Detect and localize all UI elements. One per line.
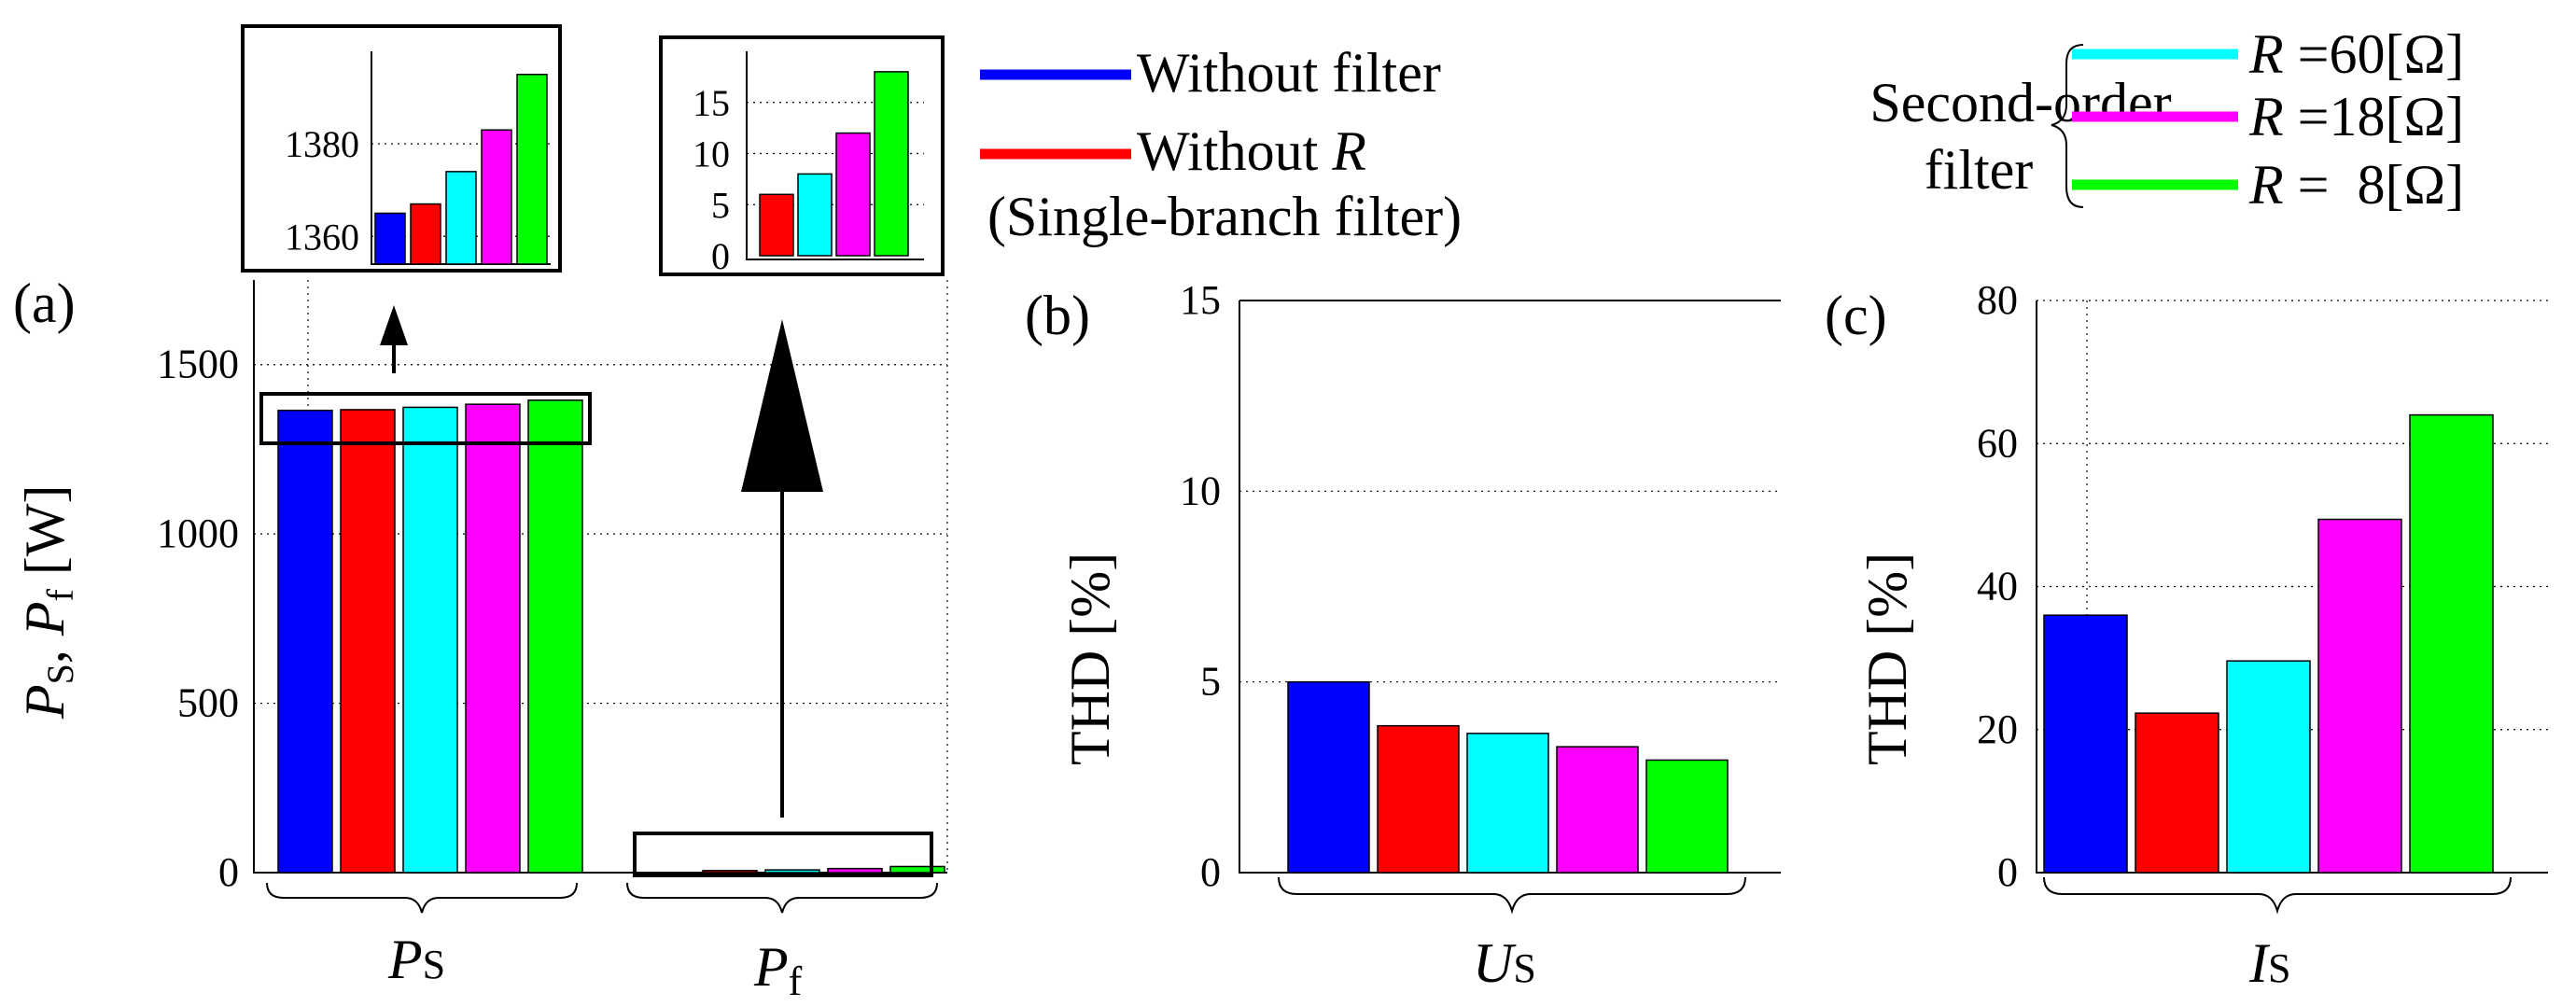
panel-a-group-label-ps: PS [387, 929, 445, 990]
panel-a-bar-g2-3 [764, 869, 820, 874]
panel-b-bar-2 [1377, 724, 1460, 874]
panel-a-brace-pf [626, 882, 938, 914]
panel-a-bar-g1-2 [340, 409, 396, 874]
panel-a-inset-ps-bars [374, 74, 548, 265]
panel-a-y-tick-label: 500 [177, 680, 239, 726]
panel-a-arrowhead-ps [380, 305, 408, 345]
panel-a-group-label-pf: Pf [753, 936, 803, 1004]
panel-b-group-label: US [1473, 932, 1536, 994]
panel-a-bar-g1-3 [402, 406, 458, 874]
inset-ps-y-tick-label: 1360 [285, 216, 359, 258]
panel-c-bars [2043, 413, 2494, 874]
panel-c-bar-2 [2135, 712, 2219, 874]
panel-a-inset-pf-axes [746, 51, 924, 260]
panel-c-y-ticks: 0 20 40 60 80 [1977, 277, 2018, 895]
panel-b-y-ticks: 0 5 10 15 [1180, 277, 1221, 895]
inset-ps-bar-3 [445, 171, 477, 265]
panel-b-y-tick-label: 15 [1180, 277, 1221, 323]
panel-b-y-label: THD [%] [1059, 552, 1121, 765]
inset-pf-bar-2 [797, 173, 833, 257]
legend-label-without-r: Without R [1137, 120, 1366, 182]
panel-a-y-ticks: 0 500 1000 1500 [157, 342, 239, 895]
panel-b-brace [1278, 876, 1746, 915]
panel-c-y-label: THD [%] [1856, 552, 1918, 765]
panel-b-bars [1287, 680, 1729, 874]
panel-c-label: (c) [1825, 285, 1887, 346]
panel-b-label: (b) [1025, 285, 1090, 346]
panel-b-y-tick-label: 10 [1180, 468, 1221, 513]
legend-label-without-filter: Without filter [1137, 42, 1441, 104]
inset-ps-y-tick-label: 1380 [285, 123, 359, 165]
panel-a-bar-g2-1 [639, 872, 695, 874]
panel-b-y-tick-label: 0 [1200, 849, 1221, 895]
panel-a-bar-g2-2 [702, 870, 758, 874]
panel-b-y-tick-label: 5 [1200, 659, 1221, 705]
inset-ps-bar-1 [374, 212, 406, 265]
panel-a-bar-g1-1 [277, 409, 333, 874]
panel-c-bar-5 [2409, 413, 2494, 874]
panel-a-inset-pf-ticks: 0 5 10 15 [693, 82, 730, 277]
inset-pf-y-tick-label: 15 [693, 82, 730, 124]
inset-pf-y-tick-label: 0 [711, 235, 730, 277]
panel-b: (b) 0 5 10 15 THD [%] US [1025, 277, 1781, 994]
panel-a-inset-pf: 0 5 10 15 [659, 35, 945, 277]
inset-pf-bar-4 [874, 71, 909, 257]
inset-ps-bar-5 [516, 74, 548, 265]
panel-c-y-tick-label: 60 [1977, 420, 2018, 466]
panel-a-label: (a) [13, 273, 76, 334]
panel-a-inset-ps: 1360 1380 [241, 24, 562, 273]
panel-a-arrowhead-pf [741, 319, 823, 492]
panel-c-y-tick-label: 80 [1977, 277, 2018, 323]
panel-c-y-tick-label: 20 [1977, 706, 2018, 752]
panel-a-inset-pf-bars [759, 71, 909, 257]
panel-b-bar-1 [1287, 680, 1370, 874]
panel-c-bar-3 [2226, 660, 2311, 874]
panel-a-brace-ps [266, 882, 578, 914]
legend-label-r8: R = 8[Ω] [2248, 154, 2464, 216]
panel-c-group-label: IS [2248, 932, 2290, 994]
inset-pf-bar-1 [759, 193, 794, 257]
inset-pf-y-tick-label: 10 [693, 133, 730, 175]
legend-label-r18: R =18[Ω] [2248, 86, 2464, 147]
legend-label-single-branch: (Single-branch filter) [987, 186, 1462, 247]
panel-a-y-label: PS, Pf [W] [14, 485, 81, 720]
panel-a-y-tick-label: 1500 [157, 342, 239, 387]
panel-a-bar-g1-5 [527, 399, 583, 874]
panel-c-bar-1 [2043, 614, 2128, 874]
panel-a-bars [277, 399, 945, 874]
panel-a-grid [254, 280, 948, 873]
panel-c-brace [2043, 876, 2512, 915]
legend-brace [2051, 44, 2084, 208]
legend-label-r60: R =60[Ω] [2248, 23, 2464, 85]
inset-ps-bar-4 [481, 129, 512, 265]
legend-second-order-line2: filter [1925, 139, 2034, 201]
panel-a-y-tick-label: 1000 [157, 510, 239, 556]
panel-c-bar-4 [2317, 518, 2402, 874]
panel-b-bar-4 [1556, 746, 1639, 874]
inset-ps-bar-2 [410, 203, 441, 265]
panel-a-bar-g2-5 [889, 865, 945, 874]
panel-a-inset-ps-ticks: 1360 1380 [285, 123, 359, 258]
panel-c-y-tick-label: 40 [1977, 564, 2018, 609]
panel-a-zoom-box-pf [633, 832, 933, 877]
panel-a-bar-g1-4 [465, 403, 521, 874]
legend: Without filter Without R (Single-branch … [980, 23, 2464, 247]
panel-c: (c) 0 20 40 60 80 THD [%] IS [1825, 277, 2548, 994]
panel-c-y-tick-label: 0 [1997, 849, 2018, 895]
panel-a-bar-g2-4 [827, 867, 883, 874]
panel-b-grid [1239, 300, 1781, 683]
legend-second-order-line1: Second-order [1869, 72, 2171, 133]
panel-a-y-tick-label: 0 [218, 849, 239, 895]
inset-pf-bar-3 [835, 132, 871, 257]
panel-b-bar-5 [1645, 759, 1729, 874]
panel-a-zoom-box-ps [259, 392, 592, 445]
panel-b-bar-3 [1466, 733, 1549, 874]
inset-pf-y-tick-label: 5 [711, 184, 730, 226]
